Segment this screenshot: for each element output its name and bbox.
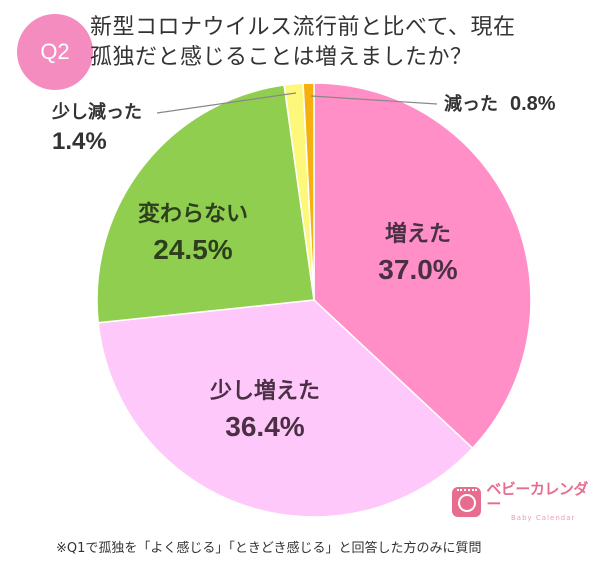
slice-label-percent: 37.0% (378, 254, 458, 285)
brand-name-jp: ベビーカレンダー (486, 480, 588, 513)
question-number-badge: Q2 (17, 14, 93, 90)
chart-title: 新型コロナウイルス流行前と比べて、現在 孤独だと感じることは増えましたか？ (90, 13, 570, 73)
pie-slices (96, 82, 532, 518)
calendar-baby-icon (452, 487, 482, 517)
slice-label-decreased: 減った 0.8% (444, 92, 556, 117)
slice-label-text: 少し減った (52, 102, 142, 123)
slice-label-percent: 1.4% (52, 128, 107, 155)
slice-label-percent: 36.4% (225, 411, 305, 442)
leader-line-slightly-decreased (156, 92, 297, 114)
slice-label-slightly-decreased: 少し減った 1.4% (52, 101, 142, 159)
brand-name-en: Baby Calendar (510, 514, 576, 522)
brand-logo: ベビーカレンダー Baby Calendar (452, 482, 600, 522)
slice-label-text: 少し増えた (209, 379, 321, 404)
pie-slice-increased (313, 82, 532, 450)
pie-slice-unchanged (96, 84, 315, 324)
question-number: Q2 (40, 39, 70, 64)
slice-label-text: 増えた (384, 222, 451, 247)
slice-label-text: 減った (444, 94, 498, 115)
chart-title-line-2: 孤独だと感じることは増えましたか？ (90, 45, 473, 70)
slice-label-unchanged: 変わらない 24.5% (138, 200, 248, 270)
pie-slice-decreased (302, 82, 315, 301)
slice-label-text: 変わらない (137, 202, 249, 227)
slice-label-increased: 増えた 37.0% (378, 220, 457, 290)
footnote: ※Q1で孤独を「よく感じる」「ときどき感じる」と回答した方のみに質問 (56, 541, 482, 556)
slice-label-percent: 0.8% (510, 93, 556, 115)
leader-line-decreased (310, 95, 438, 105)
chart-title-line-1: 新型コロナウイルス流行前と比べて、現在 (90, 15, 516, 40)
slice-label-percent: 24.5% (153, 234, 233, 265)
slice-label-slightly-increased: 少し増えた 36.4% (210, 377, 320, 447)
pie-slice-slightly-increased (97, 299, 474, 518)
